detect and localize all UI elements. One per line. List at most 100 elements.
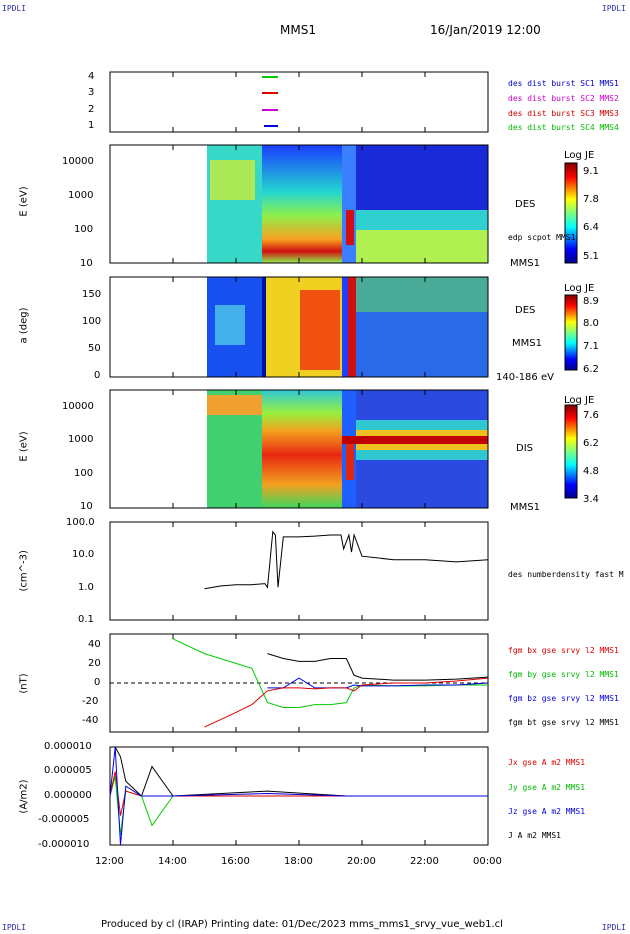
xtick-label: 20:00 xyxy=(347,856,376,867)
des-pitch-colorbar xyxy=(564,294,578,371)
xtick-label: 22:00 xyxy=(410,856,439,867)
bfield-legend-bt: fgm bt gse srvy l2 MMS1 xyxy=(508,718,619,727)
xtick-label: 18:00 xyxy=(284,856,313,867)
density-ytick-1: 1.0 xyxy=(78,582,94,593)
corner-label-top-right: IPDLI xyxy=(601,4,626,13)
xtick-label: 12:00 xyxy=(95,856,124,867)
xtick-label: 14:00 xyxy=(158,856,187,867)
des-pitch-panel xyxy=(109,276,489,378)
bfield-ytick-40: 40 xyxy=(88,639,101,650)
dis-energy-panel xyxy=(109,389,489,509)
des-pitch-cbar-tick-3: 7.1 xyxy=(583,341,599,352)
des-pitch-ytick-0: 0 xyxy=(94,370,101,381)
dis-energy-block-sheath xyxy=(262,390,342,508)
dis-energy-block-late-peak xyxy=(342,436,488,444)
corner-label-top-left: IPDLI xyxy=(2,4,27,13)
dis-energy-species: DIS xyxy=(516,443,533,454)
des-pitch-block-sheath-core xyxy=(300,290,340,370)
current-legend-jy: Jy gse A m2 MMS1 xyxy=(508,783,586,792)
dis-energy-ytick-1000: 1000 xyxy=(68,434,94,445)
density-ytick-0-1: 0.1 xyxy=(78,614,94,625)
des-energy-colorbar-title: Log JE xyxy=(564,150,595,161)
dis-energy-cbar-tick-3: 4.8 xyxy=(583,466,599,477)
current-legend-j: J A m2 MMS1 xyxy=(508,831,561,840)
des-pitch-block-gap xyxy=(342,277,348,377)
des-energy-cbar-tick-3: 6.4 xyxy=(583,222,599,233)
dis-energy-ytick-10: 10 xyxy=(80,501,93,512)
des-pitch-block-edge xyxy=(262,277,266,377)
des-energy-ytick-100: 100 xyxy=(74,224,94,235)
current-ytick-2: 0.000005 xyxy=(44,765,92,776)
des-pitch-cbar-tick-max: 8.9 xyxy=(583,296,599,307)
des-energy-sublabel: edp scpot MMS1 xyxy=(508,233,576,242)
corner-label-bottom-right: IPDLI xyxy=(601,923,626,932)
bfield-panel xyxy=(109,633,489,733)
bfield-legend-bx: fgm bx gse srvy l2 MMS1 xyxy=(508,646,619,655)
bfield-bz-line xyxy=(267,677,489,689)
dis-energy-ytick-100: 100 xyxy=(74,468,94,479)
corner-label-bottom-left: IPDLI xyxy=(2,923,27,932)
dis-energy-ylabel: E (eV) xyxy=(18,431,30,462)
des-energy-block-burst xyxy=(346,210,354,245)
des-pitch-cbar-tick-2: 8.0 xyxy=(583,318,599,329)
bfield-bt-line xyxy=(267,653,489,681)
des-energy-panel xyxy=(109,144,489,264)
des-pitch-ytick-100: 100 xyxy=(82,316,102,327)
burst-legend-mms4: des dist burst SC4 MMS4 xyxy=(508,123,619,132)
des-energy-ytick-10000: 10000 xyxy=(62,156,94,167)
dis-energy-block-early-high xyxy=(207,395,262,415)
des-energy-cbar-tick-min: 5.1 xyxy=(583,251,599,262)
burst-panel xyxy=(109,71,489,133)
des-pitch-energy-range: 140-186 eV xyxy=(496,372,554,383)
header-datetime: 16/Jan/2019 12:00 xyxy=(430,23,541,37)
footer-text: Produced by cl (IRAP) Printing date: 01/… xyxy=(101,919,503,930)
current-legend-jz: Jz gse A m2 MMS1 xyxy=(508,807,586,816)
current-ytick-min: -0.000010 xyxy=(38,839,90,850)
burst-ytick-3: 3 xyxy=(88,87,95,98)
density-frame xyxy=(109,521,489,621)
bfield-ylabel: (nT) xyxy=(18,673,30,694)
dis-energy-colorbar-title: Log JE xyxy=(564,395,595,406)
des-energy-cbar-tick-max: 9.1 xyxy=(583,166,599,177)
dis-energy-spacecraft: MMS1 xyxy=(510,502,540,513)
des-pitch-spacecraft: MMS1 xyxy=(512,338,542,349)
current-ytick-max: 0.000010 xyxy=(44,741,92,752)
current-ytick-4: -0.000005 xyxy=(38,814,90,825)
burst-ytick-4: 4 xyxy=(88,71,95,82)
burst-marks xyxy=(262,76,278,127)
header-spacecraft: MMS1 xyxy=(280,23,316,37)
density-series-line xyxy=(204,530,489,590)
burst-legend-mms3: des dist burst SC3 MMS3 xyxy=(508,109,619,118)
xtick-label: 00:00 xyxy=(473,856,502,867)
burst-ytick-2: 2 xyxy=(88,104,95,115)
bfield-ytick-20: 20 xyxy=(88,658,101,669)
density-panel xyxy=(109,521,489,621)
des-energy-species: DES xyxy=(515,199,536,210)
dis-energy-colorbar xyxy=(564,404,578,499)
burst-plot-frame xyxy=(109,71,489,133)
des-energy-ytick-1000: 1000 xyxy=(68,190,94,201)
bfield-ytick-0: 0 xyxy=(94,677,101,688)
des-pitch-cbar-tick-min: 6.2 xyxy=(583,364,599,375)
density-ytick-100: 100.0 xyxy=(66,517,95,528)
des-energy-block-gap xyxy=(342,145,356,263)
burst-legend-mms1: des dist burst SC1 MMS1 xyxy=(508,79,619,88)
des-pitch-ytick-150: 150 xyxy=(82,289,102,300)
des-energy-block-early-peak xyxy=(210,160,255,200)
bfield-legend-by: fgm by gse srvy l2 MMS1 xyxy=(508,670,619,679)
des-energy-block-late-lowest xyxy=(356,230,488,263)
current-ytick-zero: 0.000000 xyxy=(44,790,92,801)
bfield-bx-line xyxy=(204,677,489,728)
axis-ticks-and-labels xyxy=(109,72,489,845)
dis-energy-cbar-tick-min: 3.4 xyxy=(583,494,599,505)
bfield-ytick-minus40: -40 xyxy=(82,715,99,726)
burst-legend-mms2: des dist burst SC2 MMS2 xyxy=(508,94,619,103)
des-pitch-species: DES xyxy=(515,305,536,316)
des-pitch-colorbar-title: Log JE xyxy=(564,283,595,294)
burst-ytick-1: 1 xyxy=(88,120,95,131)
dis-energy-cbar-tick-max: 7.6 xyxy=(583,410,599,421)
des-energy-ytick-10: 10 xyxy=(80,258,93,269)
des-pitch-ytick-50: 50 xyxy=(88,343,101,354)
dis-energy-cbar-tick-2: 6.2 xyxy=(583,438,599,449)
